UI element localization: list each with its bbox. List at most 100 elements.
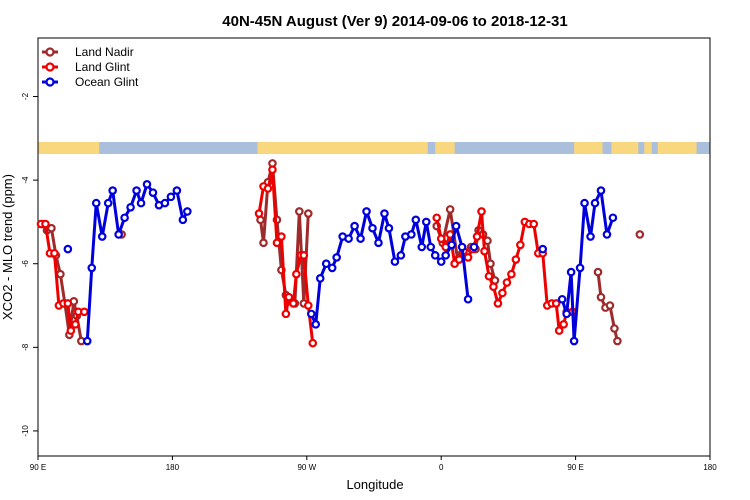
land-strip-segment (644, 142, 652, 154)
land-glint-point (516, 240, 525, 250)
ocean-glint-point (311, 320, 321, 329)
ocean-glint-point (374, 238, 383, 248)
ocean-glint-point (82, 336, 92, 346)
ocean-glint-point (457, 242, 467, 252)
series-land-nadir (38, 159, 645, 346)
land-glint-point (454, 255, 464, 264)
ocean-glint-point (108, 186, 117, 195)
x-axis-label: Longitude (346, 477, 403, 492)
ocean-glint-point (136, 198, 146, 208)
ocean-glint-point (142, 180, 152, 189)
ocean-glint-point (344, 234, 353, 243)
ocean-glint-point (148, 188, 158, 197)
land-glint-point (480, 246, 489, 256)
ocean-glint-point (411, 215, 421, 225)
ocean-glint-point (575, 263, 585, 273)
land-nadir-point (303, 209, 313, 218)
x-tick-label: 180 (166, 463, 180, 472)
land-glint-point (50, 248, 59, 258)
ocean-glint-point (368, 223, 377, 233)
land-nadir-point (605, 301, 615, 310)
land-glint-point (432, 213, 442, 223)
ocean-glint-point (596, 186, 606, 195)
land-glint-point (281, 309, 291, 319)
ocean-glint-point (421, 217, 431, 227)
land-glint-point (477, 207, 486, 216)
land-nadir-point (259, 238, 268, 248)
land-glint-point (493, 299, 503, 308)
plot-frame (37, 37, 711, 457)
x-axis: 90 E 180 90 W 0 90 E 180 (30, 456, 717, 472)
y-tick-label: -2 (21, 92, 30, 100)
ocean-glint-point (178, 215, 188, 225)
land-nadir-point (295, 207, 304, 216)
ocean-glint-point (321, 259, 331, 269)
land-glint-point (299, 251, 309, 260)
ocean-glint-point (557, 294, 567, 304)
x-tick-label: 90 E (567, 463, 583, 472)
ocean-glint-point (63, 244, 73, 254)
ocean-glint-point (172, 186, 182, 195)
ocean-glint-point (362, 207, 371, 216)
chart-title: 40N-45N August (Ver 9) 2014-09-06 to 201… (222, 13, 567, 30)
y-tick-label: -8 (21, 343, 30, 351)
y-tick-label: -4 (21, 176, 30, 184)
land-glint-point (559, 320, 568, 329)
land-nadir-point (56, 269, 65, 279)
x-tick-label: 180 (703, 463, 717, 472)
x-tick-label: 90 E (30, 463, 46, 472)
land-strip-segment (574, 142, 603, 154)
land-glint-point (484, 271, 494, 281)
land-glint-point (511, 255, 521, 264)
land-glint-point (507, 269, 516, 279)
land-glint-point (292, 269, 301, 279)
land-nadir-point (596, 292, 606, 302)
ocean-glint-point (132, 186, 141, 195)
land-strip-segment (257, 142, 428, 154)
ocean-glint-point (463, 294, 473, 304)
ocean-glint-line (85, 182, 189, 342)
ocean-glint-point (183, 207, 192, 216)
land-glint-point (289, 299, 298, 308)
land-glint-point (554, 326, 564, 335)
land-strip-segment (657, 142, 697, 154)
land-nadir-point (635, 230, 645, 239)
land-strip-segment (38, 142, 100, 154)
land-nadir-point (445, 205, 455, 214)
land-glint-point (551, 299, 561, 308)
land-glint-point (436, 234, 446, 243)
land-glint-point (71, 320, 80, 329)
ocean-glint-point (538, 244, 548, 254)
ocean-glint-point (407, 230, 416, 239)
land-glint-point (284, 292, 294, 302)
ocean-glint-point (390, 257, 400, 266)
ocean-glint-point (356, 234, 365, 243)
ocean-glint-point (580, 198, 589, 208)
ocean-glint-point (87, 263, 97, 273)
legend-label-ocean-glint: Ocean Glint (75, 75, 139, 89)
ocean-glint-point (114, 230, 123, 239)
legend-marker-land-glint (45, 62, 55, 72)
land-glint-point (472, 232, 482, 241)
ocean-glint-point (451, 221, 461, 231)
legend-label-land-glint: Land Glint (75, 60, 130, 74)
ocean-glint-point (306, 309, 316, 319)
ocean-glint-point (332, 253, 341, 262)
ocean-glint-point (120, 213, 129, 223)
land-glint-point (498, 288, 507, 298)
land-glint-point (41, 219, 50, 229)
land-nadir-point (47, 223, 56, 233)
series-land-glint (36, 165, 577, 348)
land-glint-point (63, 299, 73, 308)
land-glint-point (272, 238, 282, 248)
ocean-glint-point (91, 198, 101, 208)
land-ocean-strip (38, 142, 710, 154)
land-strip-segment (611, 142, 639, 154)
ocean-glint-point (315, 274, 325, 283)
ocean-glint-point (436, 257, 446, 266)
land-nadir-point (593, 267, 603, 277)
ocean-glint-point (160, 198, 170, 208)
legend-marker-land-nadir (45, 47, 55, 57)
ocean-glint-point (569, 336, 579, 346)
